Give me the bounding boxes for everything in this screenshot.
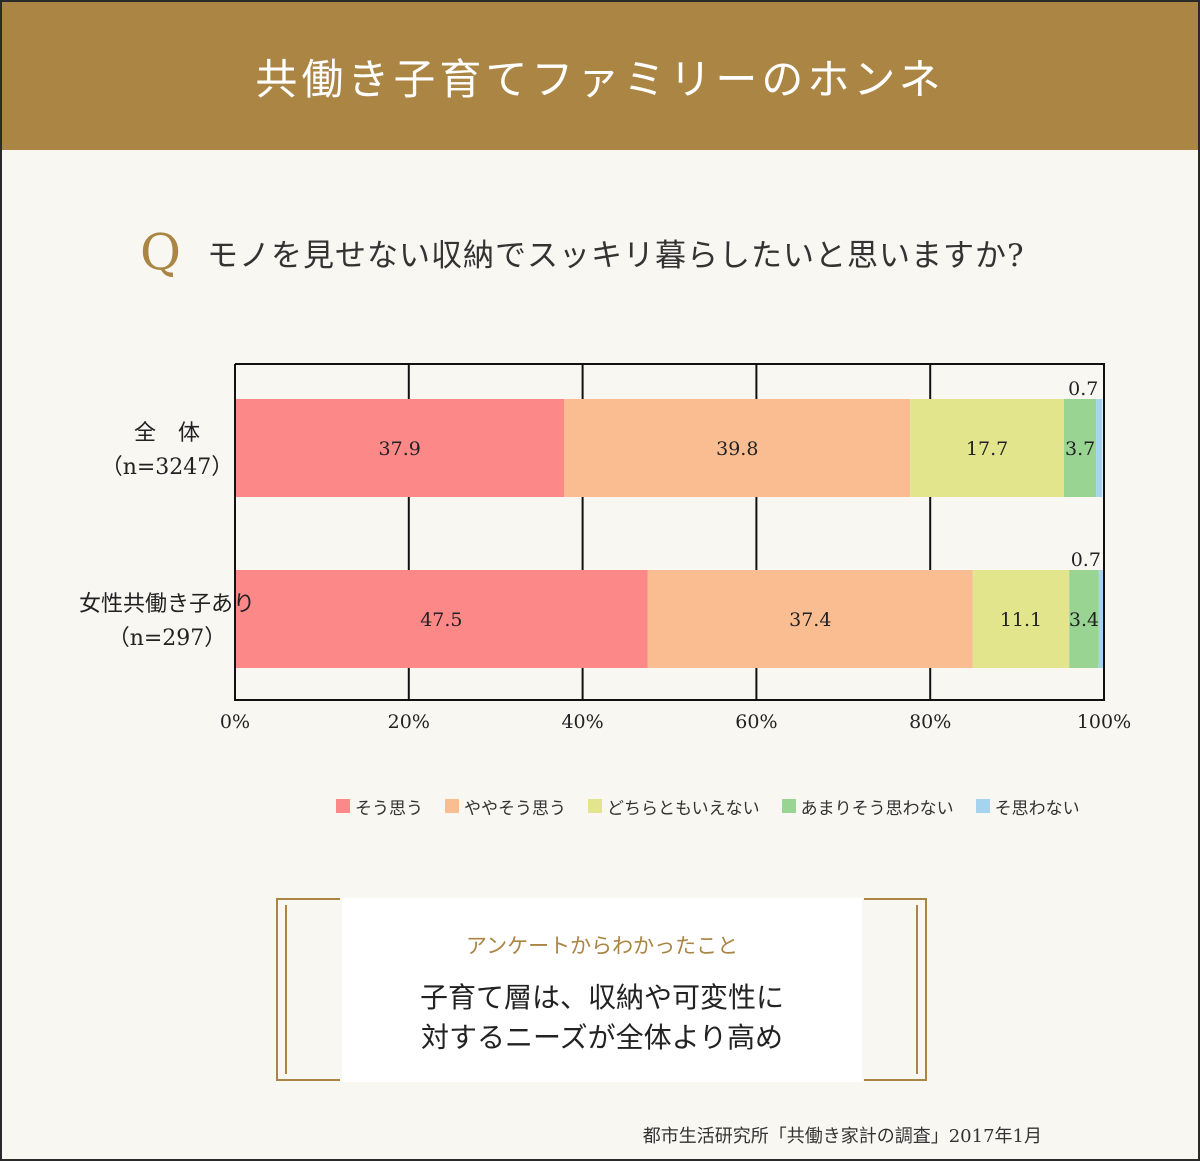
frame-bracket-left-outer (276, 898, 340, 1081)
bar-segment (235, 570, 648, 668)
legend-item: どちらともいえない (588, 794, 760, 819)
bar-segment (972, 570, 1070, 668)
data-label: 3.4 (1069, 609, 1099, 631)
bar-segment (235, 399, 565, 497)
data-label: 0.7 (1071, 549, 1101, 571)
legend-label: そ思わない (994, 798, 1080, 819)
category-sample-label: （n=3247） (101, 455, 234, 480)
data-label: 39.8 (716, 438, 758, 460)
source-note: 都市生活研究所「共働き家計の調査」2017年1月 (642, 1126, 1042, 1147)
legend-label: どちらともいえない (607, 798, 760, 819)
question-mark: Q (140, 223, 181, 281)
x-tick-label: 40% (561, 711, 603, 733)
stacked-bar-chart: 37.9 39.8 17.7 3.7 0.7 全 体 （n=3247） 47.5 37.4 11.… (79, 363, 1131, 733)
category-label: 女性共働き子あり (79, 592, 255, 617)
legend-item: あまりそう思わない (781, 794, 954, 819)
finding-box: アンケートからわかったこと 子育て層は、収納や可変性に 対するニーズが全体より高… (342, 898, 862, 1082)
bar-segment (1069, 570, 1099, 668)
plot-frame (234, 363, 1105, 701)
data-label: 37.9 (379, 438, 421, 460)
x-tick-label: 80% (909, 711, 951, 733)
question-text: モノを見せない収納でスッキリ暮らしたいと思いますか? (207, 237, 1025, 274)
data-label: 11.1 (1000, 609, 1042, 631)
x-tick-label: 0% (220, 711, 250, 733)
chart-legend: そう思う ややそう思う どちらともいえない あまりそう思わない そ思わない (336, 794, 1080, 819)
header-banner: 共働き子育てファミリーのホンネ (2, 2, 1198, 150)
bar-segment (564, 399, 911, 497)
finding-text: 子育て層は、収納や可変性に 対するニーズが全体より高め (342, 978, 862, 1058)
data-label: 3.7 (1065, 438, 1095, 460)
bar-segment (647, 570, 973, 668)
legend-swatch (445, 799, 459, 813)
data-label: 17.7 (966, 438, 1008, 460)
data-label: 0.7 (1068, 378, 1098, 400)
legend-item: そ思わない (975, 794, 1080, 819)
bar-segment (1064, 399, 1097, 497)
question-row: Q モノを見せない収納でスッキリ暮らしたいと思いますか? (140, 212, 1025, 292)
legend-item: ややそう思う (445, 794, 566, 819)
finding-line-1: 子育て層は、収納や可変性に (419, 981, 784, 1014)
legend-label: あまりそう思わない (800, 798, 954, 819)
x-tick-label: 100% (1077, 711, 1131, 733)
legend-swatch (588, 799, 602, 813)
legend-swatch (781, 799, 796, 813)
category-sample-label: （n=297） (108, 626, 227, 651)
legend-swatch (975, 799, 990, 813)
finding-line-2: 対するニーズが全体より高め (420, 1021, 784, 1054)
bar-segment (910, 399, 1065, 497)
bar-segment (1096, 399, 1103, 497)
x-tick-label: 20% (388, 711, 430, 733)
frame-bracket-right-outer (864, 898, 927, 1081)
bar-segment (1098, 570, 1105, 668)
legend-swatch (336, 799, 350, 813)
finding-label: アンケートからわかったこと (465, 934, 739, 958)
category-label: 全 体 (134, 421, 200, 446)
page-title: 共働き子育てファミリーのホンネ (255, 54, 945, 104)
x-tick-label: 60% (735, 711, 777, 733)
legend-label: ややそう思う (464, 798, 566, 819)
data-label: 47.5 (420, 609, 462, 631)
data-label: 37.4 (789, 609, 831, 631)
legend-item: そう思う (336, 794, 423, 819)
legend-label: そう思う (355, 798, 423, 819)
